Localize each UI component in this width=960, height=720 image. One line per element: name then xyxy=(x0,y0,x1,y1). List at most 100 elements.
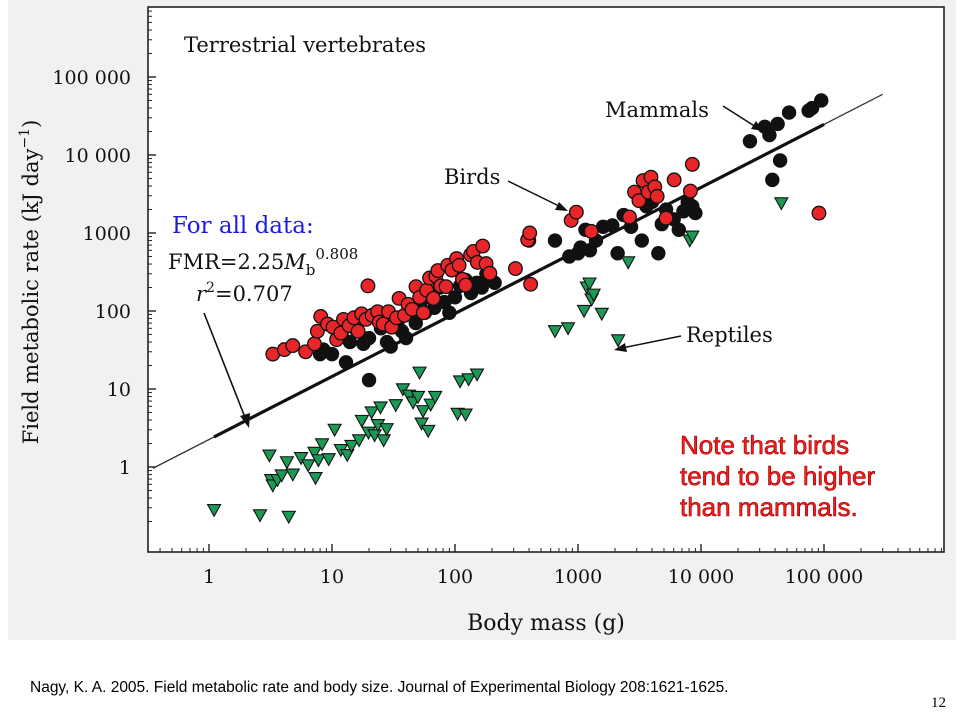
reptile-point xyxy=(344,439,359,454)
bird-point xyxy=(583,223,599,239)
reptiles-arrow xyxy=(614,335,682,352)
reptile-point xyxy=(310,454,326,468)
note-line: tend to be higher xyxy=(680,461,876,492)
bird-point xyxy=(684,156,700,172)
birds-series xyxy=(265,156,827,362)
bird-point xyxy=(425,290,441,306)
y-axis-label-exponent: −1 xyxy=(17,128,33,149)
y-axis-label-close: ) xyxy=(19,120,43,128)
x-tick-label: 100 xyxy=(437,566,473,588)
birds-arrow xyxy=(507,180,568,211)
reptile-point xyxy=(252,509,268,523)
y-tick-label: 10 xyxy=(107,379,131,401)
reptile-point xyxy=(274,469,290,483)
x-axis-label: Body mass (g) xyxy=(467,611,625,636)
mammal-point xyxy=(408,315,423,331)
regression-label-prefix: For all data: xyxy=(172,213,314,239)
reptile-point xyxy=(427,390,443,405)
figure-panel: Terrestrial vertebrates 1 10 100 1000 10 000… xyxy=(8,0,956,640)
mammal-point xyxy=(634,233,649,248)
reptile-point xyxy=(364,406,380,420)
y-tick-label: 10 000 xyxy=(65,145,131,167)
bird-point xyxy=(438,279,454,295)
note-line: than mammals. xyxy=(680,492,858,523)
bird-point xyxy=(309,323,325,339)
reptile-point xyxy=(582,277,597,291)
mammals-annotation: Mammals xyxy=(605,98,709,122)
reptile-point xyxy=(354,414,370,429)
bird-point xyxy=(475,238,491,254)
regression-equation: FMR=2.25Mb0.808 xyxy=(168,245,358,279)
mammal-point xyxy=(688,205,703,221)
reptile-point xyxy=(610,334,626,348)
x-tick-label: 100 000 xyxy=(785,566,864,588)
regression-line-fit xyxy=(213,122,825,439)
reptile-point xyxy=(339,449,355,463)
x-tick-label: 1000 xyxy=(554,566,602,588)
equation-main: FMR=2.25 xyxy=(168,250,284,274)
reptile-point xyxy=(300,459,316,473)
reptile-point xyxy=(321,453,337,467)
equation-subscript: b xyxy=(306,261,316,279)
reptile-point xyxy=(560,322,576,336)
bird-point xyxy=(451,257,467,273)
bird-point xyxy=(682,183,698,199)
x-tick-label: 10 xyxy=(320,566,344,588)
mammal-point xyxy=(781,105,797,120)
x-axis: 1 10 100 1000 10 000 100 000 xyxy=(159,544,942,588)
reptile-point xyxy=(452,375,468,389)
bird-point xyxy=(507,261,523,277)
scatter-chart: Terrestrial vertebrates 1 10 100 1000 10 000… xyxy=(17,6,945,636)
reptile-point xyxy=(420,424,436,439)
reptile-point xyxy=(376,434,392,448)
bird-point xyxy=(631,193,647,209)
bird-point xyxy=(523,276,539,292)
mammal-point xyxy=(765,172,780,188)
mammal-point xyxy=(742,134,758,149)
reptile-point xyxy=(410,390,426,405)
y-tick-label: 1000 xyxy=(83,223,131,245)
mammal-point xyxy=(671,222,687,237)
reptile-point xyxy=(414,417,430,431)
bird-point xyxy=(285,338,301,354)
bird-point xyxy=(458,277,474,293)
page-number: 12 xyxy=(931,695,946,711)
mammals-arrow xyxy=(722,105,763,131)
reptile-point xyxy=(285,468,301,482)
mammal-point xyxy=(361,330,377,346)
mammal-point xyxy=(762,127,777,143)
r-squared-value: =0.707 xyxy=(215,282,293,306)
bird-point xyxy=(666,172,682,188)
panel-title: Terrestrial vertebrates xyxy=(184,33,426,57)
y-axis-label-main: Field metabolic rate (kJ day xyxy=(19,148,43,444)
note-callout: Note that birds tend to be higher than m… xyxy=(680,430,950,523)
reptile-point xyxy=(373,401,388,415)
reptile-point xyxy=(307,446,322,461)
mammal-point xyxy=(814,93,829,108)
citation: Nagy, K. A. 2005. Field metabolic rate a… xyxy=(30,679,729,696)
bird-point xyxy=(522,225,538,241)
bird-point xyxy=(360,278,376,294)
bird-point xyxy=(415,305,431,321)
reptiles-annotation: Reptiles xyxy=(686,323,773,347)
regression-arrow xyxy=(203,312,250,428)
reptile-point xyxy=(458,408,474,422)
plot-area xyxy=(147,6,945,553)
reptile-point xyxy=(684,230,700,244)
mammal-point xyxy=(547,233,563,248)
y-axis: 1 10 100 1000 10 000 100 000 xyxy=(52,10,156,523)
mammal-point xyxy=(324,346,340,362)
reptile-point xyxy=(327,423,343,438)
mammal-point xyxy=(442,305,457,320)
reptile-point xyxy=(262,449,277,463)
reptile-point xyxy=(388,399,404,413)
note-line: Note that birds xyxy=(680,430,850,461)
bird-point xyxy=(307,336,322,352)
bird-point xyxy=(622,209,637,225)
reptile-point xyxy=(379,423,395,437)
reptile-point xyxy=(469,368,485,382)
reptile-point xyxy=(308,472,323,486)
mammal-point xyxy=(398,330,414,346)
r-squared-exponent: 2 xyxy=(206,280,215,296)
regression-line xyxy=(152,93,883,469)
